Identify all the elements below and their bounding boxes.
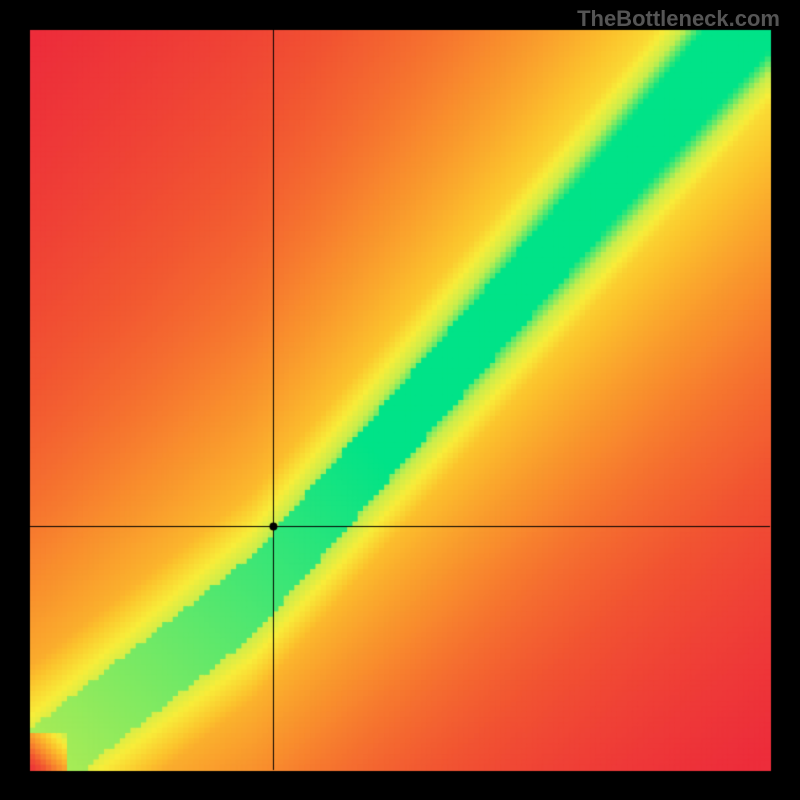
heatmap-canvas: [0, 0, 800, 800]
chart-container: TheBottleneck.com: [0, 0, 800, 800]
watermark-text: TheBottleneck.com: [577, 6, 780, 32]
